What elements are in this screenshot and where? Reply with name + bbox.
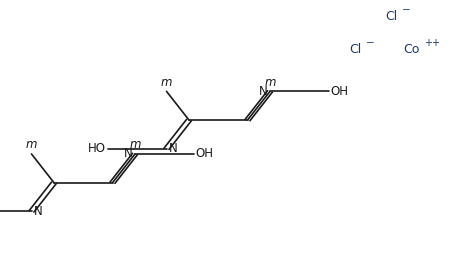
Text: N: N	[124, 147, 133, 161]
Text: OH: OH	[196, 147, 214, 161]
Text: HO: HO	[88, 142, 106, 155]
Text: N: N	[169, 142, 177, 155]
Text: m: m	[264, 76, 276, 89]
Text: Co: Co	[403, 43, 419, 56]
Text: Cl: Cl	[385, 10, 397, 23]
Text: Cl: Cl	[349, 43, 361, 56]
Text: m: m	[161, 76, 172, 89]
Text: OH: OH	[331, 85, 349, 98]
Text: m: m	[129, 138, 141, 151]
Text: N: N	[34, 205, 42, 218]
Text: m: m	[26, 138, 37, 151]
Text: N: N	[259, 85, 268, 98]
Text: ++: ++	[424, 38, 441, 48]
Text: −: −	[366, 38, 374, 48]
Text: −: −	[402, 5, 410, 15]
